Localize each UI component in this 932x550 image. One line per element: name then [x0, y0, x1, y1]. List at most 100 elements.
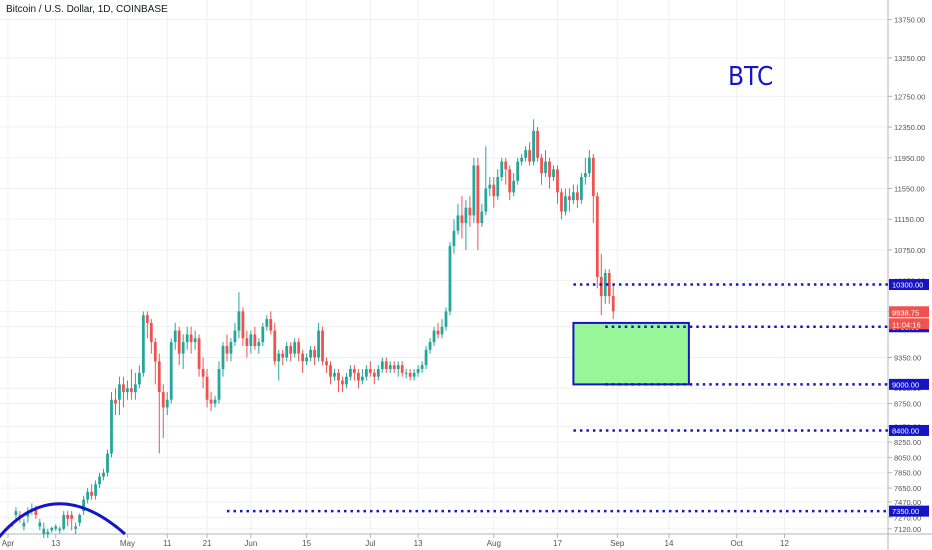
- candle-body: [50, 528, 54, 531]
- candle-body: [94, 484, 97, 496]
- candle-body: [285, 345, 289, 358]
- candle-body: [329, 365, 332, 377]
- level-badge-label: 7350.00: [892, 507, 919, 516]
- candle-body: [349, 369, 352, 377]
- candle-body: [74, 526, 78, 529]
- y-tick-label: 7270.00: [894, 513, 921, 522]
- candle-body: [293, 342, 297, 354]
- candle-body: [599, 276, 603, 297]
- candle-body: [380, 361, 384, 370]
- candle-body: [404, 372, 408, 374]
- x-tick-label: 14: [665, 539, 674, 548]
- candle-body: [492, 184, 496, 197]
- candle-body: [607, 273, 611, 297]
- candle-body: [356, 372, 360, 381]
- candle-body: [587, 157, 591, 174]
- y-tick-label: 7470.00: [894, 498, 921, 507]
- candle-body: [205, 376, 209, 400]
- candle-body: [544, 161, 547, 174]
- y-tick-label: 10750.00: [894, 246, 925, 255]
- candle-body: [564, 196, 567, 212]
- candle-body: [500, 161, 504, 177]
- candle-body: [532, 130, 535, 162]
- candle-body: [133, 384, 137, 393]
- candle-body: [396, 365, 400, 370]
- candle-body: [603, 273, 607, 297]
- candle-body: [333, 372, 336, 377]
- y-tick-label: 7650.00: [894, 484, 921, 493]
- candle-body: [611, 296, 615, 312]
- y-tick-label: 12750.00: [894, 92, 925, 101]
- candle-body: [548, 161, 551, 177]
- countdown-label: 11:04:16: [892, 320, 921, 329]
- support-zone: [572, 321, 690, 386]
- candle-body: [137, 372, 141, 385]
- candle-body: [114, 399, 117, 404]
- candle-body: [181, 342, 185, 354]
- candle-body: [504, 161, 508, 170]
- candle-body: [185, 334, 189, 343]
- candle-body: [153, 342, 157, 362]
- countdown-badge: [889, 318, 929, 330]
- x-tick-label: Jul: [365, 539, 375, 548]
- candle-body: [106, 453, 109, 473]
- candle-body: [225, 345, 229, 354]
- btc-annotation: BTC: [728, 62, 774, 92]
- candle-body: [201, 369, 205, 377]
- y-tick-label: 13750.00: [894, 16, 925, 25]
- y-tick-label: 8050.00: [894, 453, 921, 462]
- candle-body: [512, 180, 516, 193]
- candle-body: [169, 342, 173, 400]
- y-tick-label: 8250.00: [894, 438, 921, 447]
- candle-body: [524, 150, 528, 158]
- candle-body: [572, 192, 575, 201]
- candle-body: [58, 528, 62, 531]
- candle-body: [281, 353, 285, 358]
- candle-body: [102, 472, 105, 477]
- candle-body: [273, 330, 277, 362]
- candle-body: [126, 388, 129, 393]
- candle-body: [86, 491, 89, 500]
- candle-body: [460, 215, 464, 224]
- candle-body: [552, 169, 555, 177]
- candle-body: [480, 211, 484, 224]
- candle-body: [464, 207, 468, 224]
- candle-body: [297, 342, 301, 354]
- candle-body: [301, 353, 305, 362]
- candle-body: [66, 514, 70, 519]
- y-tick-label: 13250.00: [894, 54, 925, 63]
- candle-body: [420, 365, 424, 370]
- candle-body: [456, 215, 460, 231]
- candle-body: [197, 338, 201, 370]
- y-tick-label: 7120.00: [894, 525, 921, 534]
- current-price-badge: [889, 306, 929, 318]
- candle-body: [38, 522, 42, 527]
- x-tick-label: 11: [163, 539, 172, 548]
- candle-body: [528, 150, 532, 162]
- candle-body: [313, 349, 316, 358]
- candle-body: [245, 338, 249, 346]
- y-tick-label: 11150.00: [894, 215, 924, 224]
- candle-body: [221, 345, 225, 370]
- x-tick-label: 12: [780, 539, 789, 548]
- candle-body: [448, 246, 452, 312]
- candle-body: [468, 207, 472, 216]
- candle-body: [556, 169, 559, 193]
- y-tick-label: 11550.00: [894, 185, 925, 194]
- candle-body: [217, 369, 221, 400]
- candle-body: [54, 526, 58, 529]
- candle-body: [516, 161, 520, 181]
- candle-body: [233, 330, 237, 343]
- candle-body: [34, 508, 38, 515]
- candle-body: [305, 357, 309, 362]
- candle-body: [177, 330, 181, 354]
- candle-body: [46, 531, 50, 535]
- candle-body: [289, 345, 293, 354]
- candle-body: [165, 399, 169, 408]
- candle-body: [595, 196, 599, 277]
- candle-body: [400, 365, 404, 373]
- candle-body: [277, 353, 281, 362]
- candle-body: [583, 173, 587, 177]
- candle-body: [229, 342, 233, 354]
